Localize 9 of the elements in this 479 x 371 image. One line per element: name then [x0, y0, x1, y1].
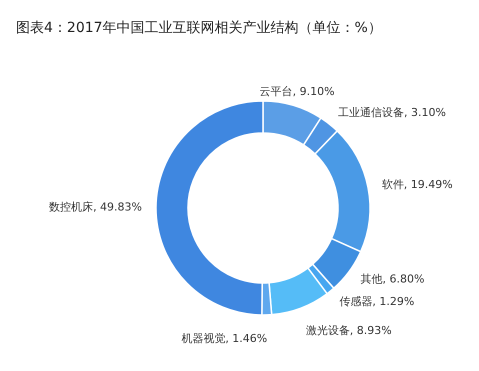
slice-label: 传感器, 1.29%: [339, 294, 414, 308]
slice-label: 数控机床, 49.83%: [49, 200, 142, 214]
slice-label: 云平台, 9.10%: [260, 84, 335, 98]
slice-label: 激光设备, 8.93%: [306, 324, 392, 338]
slice-label: 软件, 19.49%: [382, 178, 453, 191]
slice-label: 工业通信设备, 3.10%: [338, 106, 446, 120]
chart-title: 图表4：2017年中国工业互联网相关产业结构（单位：%）: [16, 20, 382, 36]
slice-label: 机器视觉, 1.46%: [181, 332, 268, 345]
slice-label: 其他, 6.80%: [360, 272, 424, 286]
